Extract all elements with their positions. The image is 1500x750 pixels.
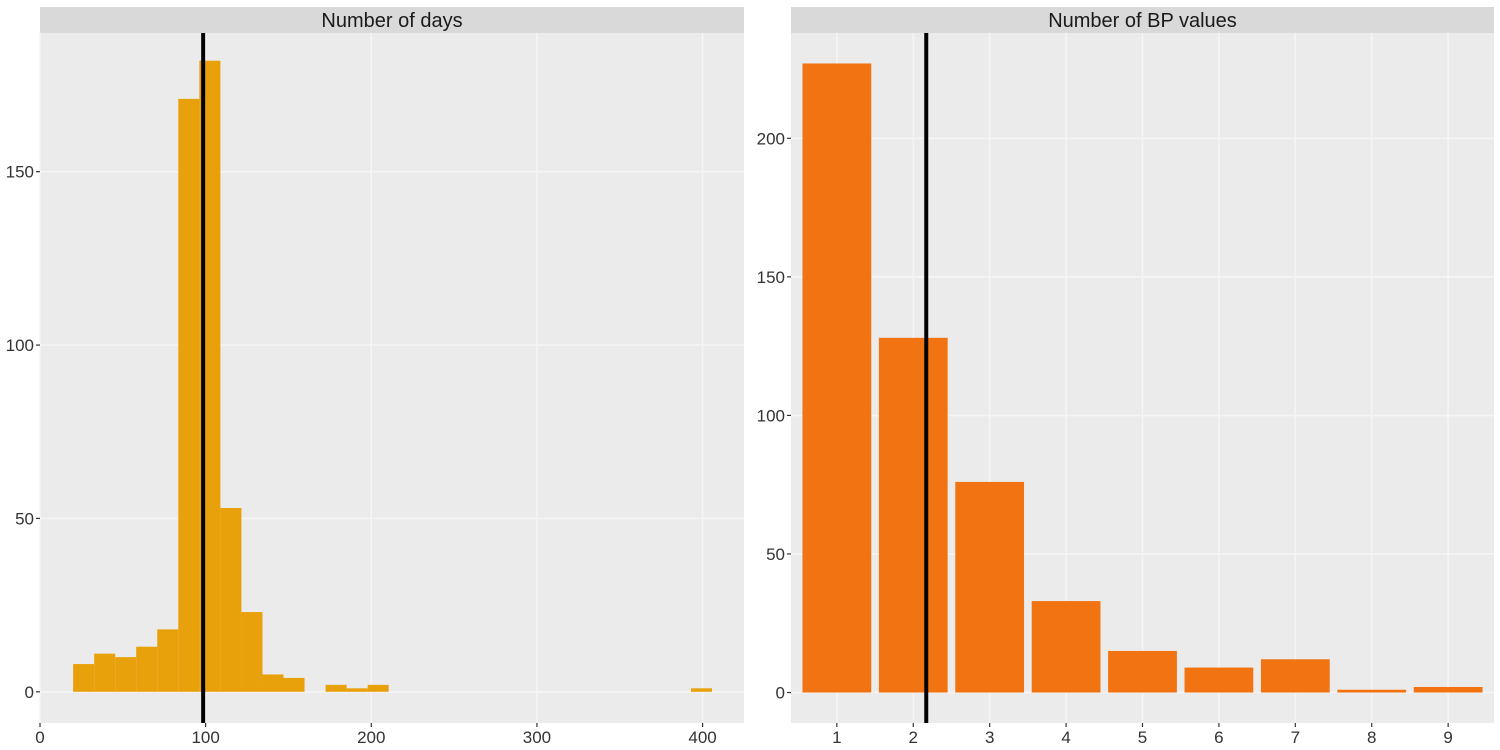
- bar-9: [1413, 686, 1483, 693]
- x-tick-label: 6: [1214, 728, 1223, 747]
- histogram-bar: [73, 664, 95, 692]
- x-tick-label: 4: [1061, 728, 1070, 747]
- bar-4: [1031, 601, 1101, 693]
- y-tick-label: 200: [757, 129, 785, 148]
- histogram-bar: [94, 653, 116, 692]
- axis-ticks: 0 50 100 150 200 1 2 3 4 5 6 7 8 9: [757, 129, 1453, 747]
- histogram-bar: [220, 508, 242, 692]
- x-tick-label: 200: [357, 728, 385, 747]
- x-tick-label: 3: [985, 728, 994, 747]
- axis-ticks: 0 50 100 150 0 100 200 300 400: [6, 163, 717, 747]
- y-tick-label: 100: [757, 406, 785, 425]
- y-tick-label: 50: [766, 545, 785, 564]
- x-tick-label: 1: [832, 728, 841, 747]
- strip-title: Number of days: [321, 10, 462, 32]
- strip-background: [791, 7, 1494, 33]
- y-tick-label: 100: [6, 336, 34, 355]
- x-tick-label: 100: [191, 728, 219, 747]
- bars: [802, 63, 1483, 693]
- bar-1: [802, 63, 872, 693]
- panel-number-of-days: Number of days 0 50 100 150 0 100 200 300 400: [6, 7, 744, 747]
- histogram-bar: [157, 629, 179, 692]
- histogram-bar: [241, 612, 263, 692]
- histogram-bar: [367, 684, 389, 692]
- histogram-bar: [262, 674, 284, 692]
- strip-title: Number of BP values: [1048, 10, 1237, 32]
- y-tick-label: 0: [776, 684, 785, 703]
- x-tick-label: 8: [1367, 728, 1376, 747]
- histogram-bar: [136, 646, 158, 692]
- y-tick-label: 150: [757, 268, 785, 287]
- bar-8: [1337, 689, 1407, 693]
- x-tick-label: 7: [1291, 728, 1300, 747]
- x-tick-label: 9: [1443, 728, 1452, 747]
- y-tick-label: 50: [15, 509, 34, 528]
- y-tick-label: 150: [6, 163, 34, 182]
- histogram-bar: [346, 688, 368, 692]
- strip-background: [40, 7, 744, 33]
- bar-6: [1184, 667, 1254, 693]
- histogram-bar: [325, 684, 347, 692]
- y-tick-label: 0: [25, 683, 34, 702]
- bar-3: [955, 481, 1025, 693]
- histogram-bar: [178, 98, 200, 692]
- x-tick-label: 5: [1138, 728, 1147, 747]
- panel-number-of-bp-values: Number of BP values 0 50 100 150 200 1 2 3 4 5 6 7 8 9: [757, 7, 1494, 747]
- x-tick-label: 2: [909, 728, 918, 747]
- histogram-bar: [690, 688, 713, 692]
- histogram-bar: [283, 677, 305, 692]
- x-tick-label: 0: [35, 728, 44, 747]
- bar-5: [1108, 650, 1177, 693]
- x-tick-label: 300: [523, 728, 551, 747]
- bar-7: [1260, 659, 1330, 693]
- bar-2: [878, 337, 948, 693]
- histogram-bar: [115, 657, 137, 692]
- x-tick-label: 400: [688, 728, 716, 747]
- plot-background: [40, 33, 744, 723]
